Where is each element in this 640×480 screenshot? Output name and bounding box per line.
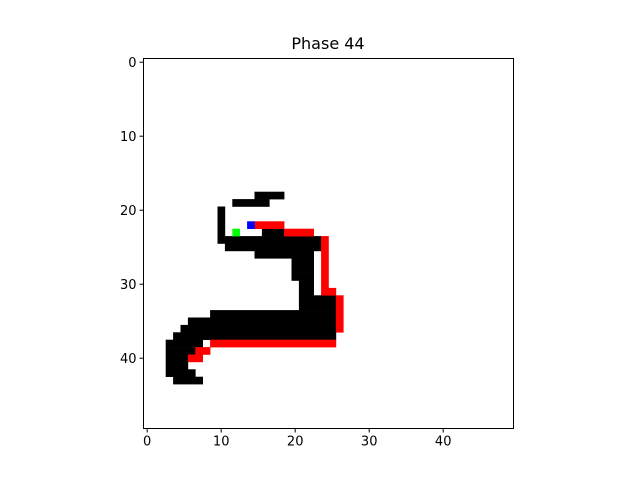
wall-cell	[298, 302, 337, 311]
wall-cell	[217, 228, 226, 237]
x-tick-label: 20	[287, 435, 304, 450]
path-cell	[321, 243, 329, 252]
path-cell	[335, 295, 344, 303]
path-cell	[202, 347, 211, 355]
wall-cell	[187, 317, 337, 326]
path-cell	[328, 287, 337, 296]
wall-cell	[298, 295, 337, 303]
path-cell	[247, 339, 255, 348]
path-cell	[335, 310, 344, 318]
path-cell	[298, 228, 307, 237]
path-cell	[254, 221, 263, 229]
wall-cell	[224, 243, 322, 252]
path-cell	[321, 236, 329, 244]
wall-cell	[217, 236, 322, 244]
wall-cell	[254, 191, 285, 200]
path-cell	[321, 339, 329, 348]
path-cell	[328, 339, 337, 348]
wall-cell	[165, 369, 196, 377]
wall-cell	[261, 228, 285, 237]
path-cell	[321, 280, 329, 289]
wall-cell	[165, 354, 189, 363]
wall-cell	[173, 332, 337, 340]
wall-cell	[217, 221, 226, 229]
x-tick-label: 40	[435, 435, 452, 450]
path-cell	[335, 317, 344, 326]
path-cell	[232, 339, 240, 348]
path-cell	[306, 228, 314, 237]
path-cell	[313, 339, 322, 348]
path-cell	[291, 228, 300, 237]
path-cell	[254, 339, 263, 348]
path-cell	[298, 339, 307, 348]
x-tick-label: 0	[143, 435, 151, 450]
path-cell	[195, 347, 203, 355]
path-cell	[261, 221, 270, 229]
wall-cell	[291, 258, 314, 266]
x-tick-label: 10	[213, 435, 230, 450]
path-cell	[261, 339, 270, 348]
chart-title: Phase 44	[291, 34, 364, 53]
y-tick-label: 0	[128, 56, 136, 71]
grid-cells	[165, 191, 344, 385]
x-tick-label: 30	[361, 435, 378, 450]
wall-cell	[217, 206, 226, 215]
path-cell	[335, 302, 344, 311]
wall-cell	[291, 273, 314, 281]
path-cell	[321, 273, 329, 281]
path-cell	[321, 287, 329, 296]
path-cell	[239, 339, 248, 348]
wall-cell	[291, 265, 314, 274]
wall-cell	[165, 339, 203, 348]
y-tick-label: 10	[120, 130, 137, 145]
path-cell	[195, 354, 203, 363]
wall-cell	[165, 361, 189, 370]
plot-frame	[143, 58, 514, 429]
y-tick-label: 20	[120, 204, 137, 219]
path-cell	[335, 324, 344, 333]
path-cell	[187, 354, 196, 363]
path-cell	[306, 339, 314, 348]
wall-cell	[254, 250, 314, 259]
goal-cell	[247, 221, 255, 229]
axis-ticks: 0 10 20 30 40 0 10 20 30 40	[120, 56, 452, 449]
path-cell	[276, 221, 285, 229]
path-cell	[321, 258, 329, 266]
wall-cell	[298, 280, 314, 289]
path-cell	[217, 339, 226, 348]
wall-cell	[232, 199, 270, 207]
y-tick-label: 40	[120, 352, 137, 367]
path-cell	[284, 339, 292, 348]
wall-cell	[210, 310, 337, 318]
path-cell	[321, 265, 329, 274]
path-cell	[224, 339, 233, 348]
path-cell	[269, 221, 277, 229]
path-cell	[321, 250, 329, 259]
path-cell	[276, 339, 285, 348]
wall-cell	[165, 347, 196, 355]
start-cell	[232, 228, 240, 237]
wall-cell	[298, 287, 314, 296]
path-cell	[284, 228, 292, 237]
y-tick-label: 30	[120, 278, 137, 293]
wall-cell	[173, 376, 203, 385]
path-cell	[210, 339, 218, 348]
wall-cell	[217, 213, 226, 222]
path-cell	[269, 339, 277, 348]
path-cell	[291, 339, 300, 348]
wall-cell	[180, 324, 337, 333]
